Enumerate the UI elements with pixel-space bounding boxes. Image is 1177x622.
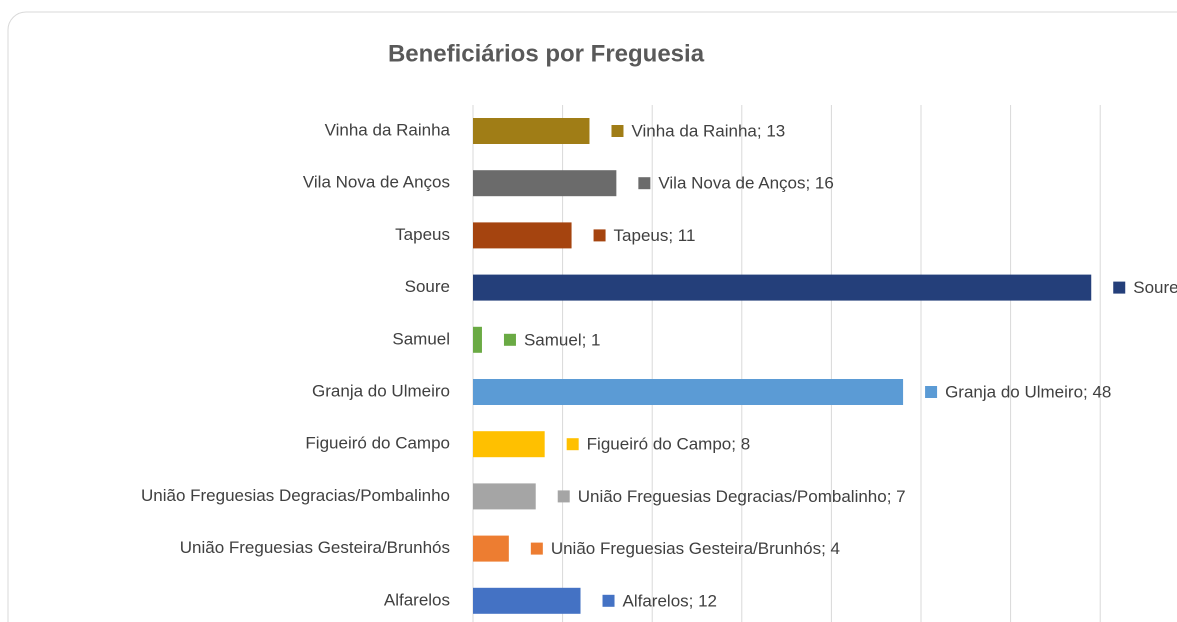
chart-card	[7, 11, 1177, 622]
data-label: Alfarelos; 12	[623, 591, 718, 610]
bar	[473, 587, 581, 614]
data-label: União Freguesias Degracias/Pombalinho; 7	[578, 487, 906, 506]
bar	[473, 379, 904, 405]
data-label: Figueiró do Campo; 8	[587, 435, 750, 454]
y-tick-label: Alfarelos	[384, 590, 450, 609]
label-marker	[566, 438, 579, 451]
bar	[473, 118, 590, 144]
y-tick-label: Granja do Ulmeiro	[312, 381, 450, 400]
label-marker	[593, 229, 606, 242]
label-marker	[530, 542, 543, 555]
label-marker	[1113, 281, 1126, 294]
bar	[473, 170, 617, 197]
y-tick-label: União Freguesias Gesteira/Brunhós	[180, 538, 450, 557]
y-tick-label: Vila Nova de Anços	[303, 173, 450, 192]
bar	[473, 483, 536, 510]
y-tick-label: Samuel	[392, 329, 450, 348]
bar	[473, 274, 1092, 301]
label-marker	[557, 490, 570, 503]
label-marker	[611, 125, 624, 137]
bar	[473, 431, 545, 458]
data-label: Samuel; 1	[524, 330, 601, 349]
data-label: Vila Nova de Anços; 16	[658, 174, 833, 193]
chart-title: Beneficiários por Freguesia	[388, 40, 705, 67]
y-tick-label: Tapeus	[395, 225, 450, 244]
bar	[473, 535, 509, 562]
data-label: Granja do Ulmeiro; 48	[945, 382, 1111, 401]
bar	[473, 326, 482, 353]
data-label: União Freguesias Gesteira/Brunhós; 4	[551, 539, 840, 558]
bar	[473, 222, 572, 249]
data-label: Vinha da Rainha; 13	[631, 121, 785, 140]
label-marker	[602, 594, 615, 607]
y-tick-label: Vinha da Rainha	[325, 120, 451, 139]
y-tick-label: Figueiró do Campo	[305, 434, 450, 453]
label-marker	[503, 333, 516, 346]
y-tick-label: Soure	[405, 277, 450, 296]
label-marker	[925, 386, 938, 398]
data-label: Tapeus; 11	[614, 226, 696, 245]
label-marker	[638, 177, 651, 190]
y-tick-label: União Freguesias Degracias/Pombalinho	[141, 486, 450, 505]
data-label: Soure; 69	[1133, 278, 1177, 297]
